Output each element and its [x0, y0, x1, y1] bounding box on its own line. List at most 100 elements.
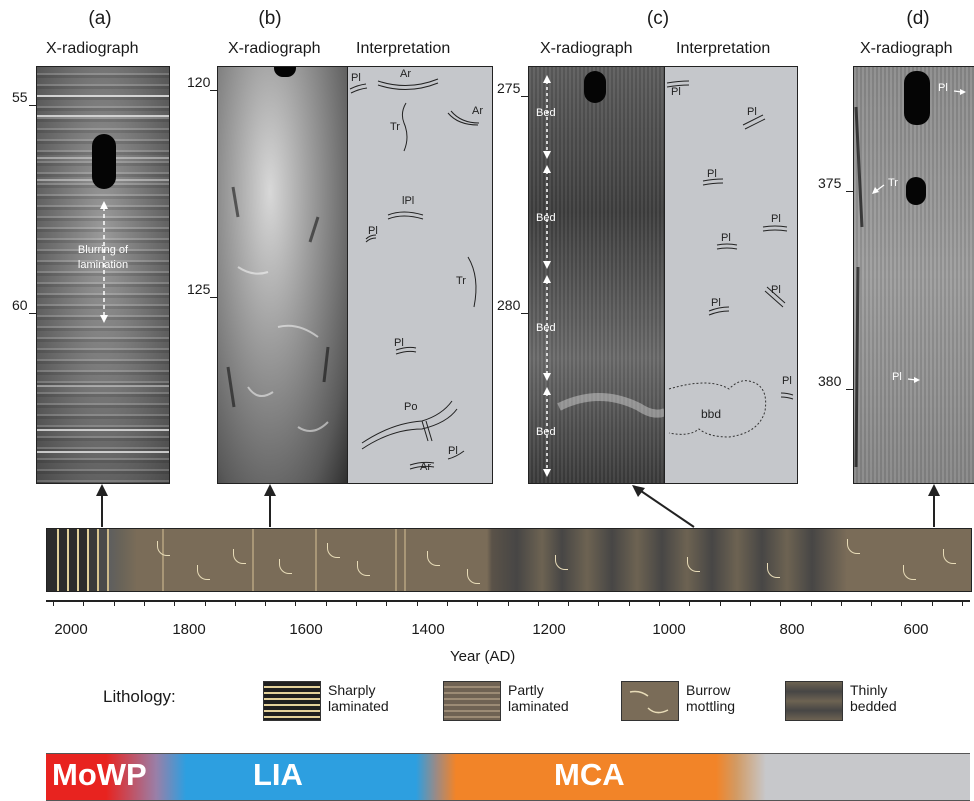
year-tick-label: 800: [779, 621, 805, 638]
year-axis-tick: [659, 600, 660, 606]
legend-swatch-thinly-bedded: [785, 681, 843, 721]
trace-label: Pl: [671, 86, 681, 98]
panel-a-title: X-radiograph: [46, 40, 139, 57]
blurring-arrow: [100, 201, 108, 323]
legend-swatch-burrow-mottling: [621, 681, 679, 721]
year-axis-tick: [780, 600, 782, 606]
trace-label: Ar: [420, 461, 431, 473]
depth-label: 275: [497, 80, 521, 96]
trace-label: Pl: [938, 82, 948, 94]
year-axis-tick: [840, 600, 842, 606]
year-tick-label: 1200: [532, 621, 566, 638]
year-tick-label: 1400: [411, 621, 445, 638]
year-axis-tick: [598, 600, 600, 606]
climate-period-bar: [46, 753, 970, 801]
legend-item: Partly laminated: [508, 682, 569, 714]
depth-label: 280: [497, 297, 521, 313]
trace-label: Po: [404, 401, 418, 413]
year-axis-tick: [810, 600, 812, 606]
sample-hole: [92, 134, 116, 189]
trace-label: Pl: [448, 445, 458, 457]
panel-c-xr-title: X-radiograph: [540, 40, 633, 57]
year-axis-tick: [53, 600, 54, 606]
panel-a-xradiograph: Blurring of lamination: [36, 66, 170, 484]
trace-label: Ar: [400, 68, 411, 80]
trace-label: Pl: [892, 371, 902, 383]
year-tick-label: 600: [903, 621, 929, 638]
trace-label: Pl: [707, 168, 717, 180]
year-axis-tick: [174, 600, 176, 606]
period-label-mowp: MoWP: [52, 757, 147, 792]
interpretation-traces: [666, 80, 794, 438]
year-tick-label: 1000: [652, 621, 686, 638]
panel-a-letter: (a): [88, 8, 112, 29]
year-axis-tick: [901, 600, 903, 606]
bed-arrows: [543, 75, 665, 477]
lithology-core-strip: [46, 528, 972, 592]
year-tick-label: 2000: [54, 621, 88, 638]
bed-label: Bed: [536, 212, 556, 224]
interpretation-traces: [349, 78, 480, 470]
year-axis-tick: [265, 600, 267, 606]
trace-label: lPl: [402, 195, 415, 207]
legend-item: Thinly bedded: [850, 682, 897, 714]
trace-label: Tr: [888, 177, 898, 189]
year-axis-tick: [962, 600, 963, 606]
trace-label: Pl: [771, 213, 781, 225]
year-axis-tick: [446, 600, 448, 606]
year-axis-tick: [83, 600, 85, 606]
panel-link-arrows: [96, 484, 940, 528]
axis-title: Year (AD): [450, 648, 516, 665]
depth-label: 380: [818, 373, 842, 389]
year-axis-tick: [295, 600, 297, 606]
panel-b-xr-title: X-radiograph: [228, 40, 321, 57]
depth-label: 55: [12, 89, 28, 105]
panel-d-xradiograph: Pl Tr Pl: [853, 66, 974, 484]
depth-label: 60: [12, 297, 28, 313]
panel-c-interpretation: Pl Pl Pl Pl Pl Pl Pl Pl bbd: [664, 66, 798, 484]
year-axis-tick: [931, 600, 933, 606]
trace-label: Pl: [721, 232, 731, 244]
panel-c-xradiograph: Bed Bed Bed Bed: [528, 66, 666, 484]
trace-label: Pl: [351, 72, 361, 84]
depth-label: 120: [187, 74, 211, 90]
year-axis-tick: [568, 600, 570, 606]
bed-label: Bed: [536, 426, 556, 438]
legend-item: Burrow mottling: [686, 682, 736, 714]
year-axis-tick: [689, 600, 691, 606]
year-axis-tick: [749, 600, 751, 606]
panel-c-letter: (c): [646, 8, 670, 29]
trace-label: Pl: [394, 337, 404, 349]
year-axis-tick: [143, 600, 145, 606]
panel-d-letter: (d): [906, 8, 930, 29]
year-axis-tick: [416, 600, 418, 606]
year-axis-tick: [719, 600, 721, 606]
trace-label: Tr: [390, 121, 400, 133]
year-axis-tick: [234, 600, 236, 606]
legend-swatch-partly-laminated: [443, 681, 501, 721]
year-tick-label: 1600: [289, 621, 323, 638]
panel-d-title: X-radiograph: [860, 40, 953, 57]
year-tick-label: 1800: [172, 621, 206, 638]
panel-b-letter: (b): [258, 8, 282, 29]
depth-label: 375: [818, 175, 842, 191]
panel-b-interpretation: Pl Ar Ar Tr lPl Pl Tr Pl Po Ar Pl: [347, 66, 493, 484]
depth-label: 125: [187, 281, 211, 297]
year-axis-tick: [477, 600, 479, 606]
year-axis-tick: [356, 600, 357, 606]
period-label-mca: MCA: [554, 757, 625, 792]
year-axis-tick: [325, 600, 327, 606]
year-axis-tick: [204, 600, 206, 606]
blurring-label-1: Blurring of: [77, 244, 129, 256]
panel-c-interp-title: Interpretation: [676, 40, 771, 57]
year-axis-tick: [386, 600, 388, 606]
trace-label: Pl: [368, 225, 378, 237]
trace-label: Pl: [711, 297, 721, 309]
bed-label: Bed: [536, 107, 556, 119]
trace-label: Pl: [747, 106, 757, 118]
legend-title: Lithology:: [103, 687, 176, 706]
legend-item: Sharply laminated: [328, 682, 389, 714]
bbd-label: bbd: [701, 407, 722, 421]
year-axis-tick: [871, 600, 873, 606]
year-axis-tick: [507, 600, 509, 606]
